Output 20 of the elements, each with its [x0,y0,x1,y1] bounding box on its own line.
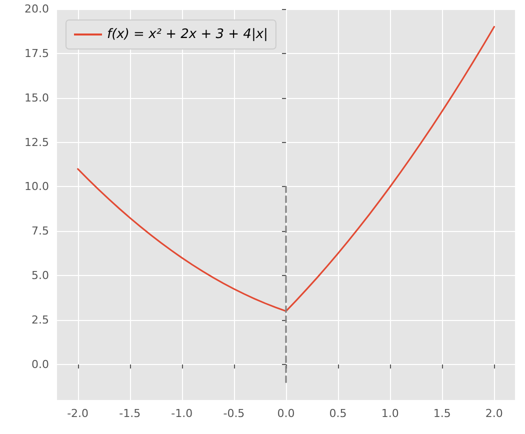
x-tick-label: 0.0 [277,407,295,420]
x-tick-label: -0.5 [223,407,245,420]
y-tick-label: 12.5 [24,136,49,149]
y-tick-label: 20.0 [24,2,49,16]
x-tick-label: -2.0 [67,407,89,420]
y-tick-label: 17.5 [24,46,49,60]
y-tick-label: 2.5 [32,314,49,327]
x-tick-label: -1.5 [119,407,141,420]
legend-label: f(x) = x² + 2x + 3 + 4|x| [107,27,268,42]
y-tick-label: 10.0 [24,180,49,194]
x-tick-label: 1.5 [433,407,451,420]
line-series [77,26,495,312]
y-tick-label: 7.5 [32,224,49,238]
x-tick-label: 1.0 [381,407,399,420]
x-tick-label: 2.0 [485,407,503,420]
x-tick-label: 0.5 [329,407,347,420]
x-tick-label: -1.0 [171,407,193,420]
y-tick-label: 5.0 [32,269,49,282]
y-tick-label: 0.0 [32,358,49,371]
y-tick-label: 15.0 [24,91,49,104]
